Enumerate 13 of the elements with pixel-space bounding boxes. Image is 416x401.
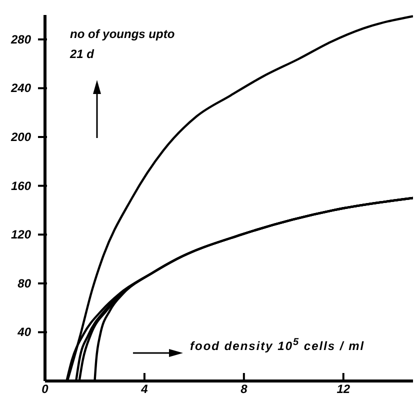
x-tick-label: 4 xyxy=(140,382,148,396)
x-tick-label: 0 xyxy=(42,382,49,396)
y-tick-label: 120 xyxy=(10,228,32,242)
x-tick-label: 8 xyxy=(240,382,248,396)
y-tick-label: 280 xyxy=(10,32,32,46)
y-tick-label: 200 xyxy=(10,130,32,144)
y-tick-label: 160 xyxy=(10,178,32,193)
y-tick-label: 240 xyxy=(10,81,32,96)
x-tick-label: 12 xyxy=(336,382,350,396)
y-tick-label: 40 xyxy=(16,325,32,340)
y-axis-title: no of youngs upto 21 d xyxy=(70,26,176,63)
y-tick-label: 80 xyxy=(18,276,32,290)
x-axis-title: food density 10$^{5}$ cells / ml xyxy=(190,337,365,353)
